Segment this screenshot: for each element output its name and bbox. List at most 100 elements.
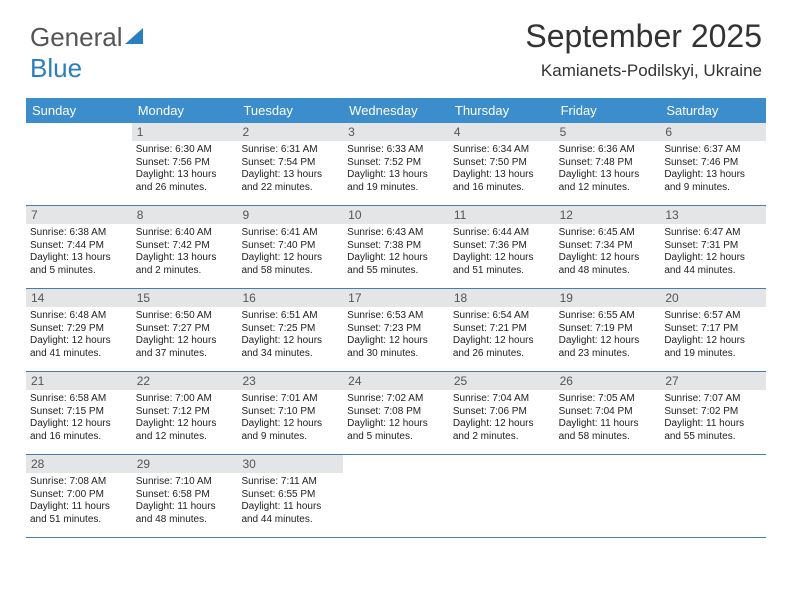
day-cell: 4Sunrise: 6:34 AMSunset: 7:50 PMDaylight… (449, 123, 555, 205)
day-number: 26 (555, 372, 661, 390)
day-number: 16 (237, 289, 343, 307)
day-number: 6 (660, 123, 766, 141)
day-cell: 14Sunrise: 6:48 AMSunset: 7:29 PMDayligh… (26, 289, 132, 371)
daylight-text: Daylight: 12 hours and 5 minutes. (347, 418, 445, 443)
location-label: Kamianets-Podilskyi, Ukraine (525, 61, 762, 81)
day-cell: 26Sunrise: 7:05 AMSunset: 7:04 PMDayligh… (555, 372, 661, 454)
day-header-mon: Monday (132, 98, 238, 123)
daylight-text: Daylight: 12 hours and 9 minutes. (241, 418, 339, 443)
day-number: 5 (555, 123, 661, 141)
day-number: 24 (343, 372, 449, 390)
day-cell: 19Sunrise: 6:55 AMSunset: 7:19 PMDayligh… (555, 289, 661, 371)
day-details: Sunrise: 6:45 AMSunset: 7:34 PMDaylight:… (559, 227, 657, 277)
sunset-text: Sunset: 6:55 PM (241, 489, 339, 502)
day-number: 12 (555, 206, 661, 224)
daylight-text: Daylight: 12 hours and 44 minutes. (664, 252, 762, 277)
brand-name-gray: General (30, 22, 123, 52)
day-number: 13 (660, 206, 766, 224)
day-cell: 10Sunrise: 6:43 AMSunset: 7:38 PMDayligh… (343, 206, 449, 288)
day-cell: 13 Sunrise: 6:47 AMSunset: 7:31 PMDayligh… (660, 206, 766, 288)
sunrise-text: Sunrise: 7:05 AM (559, 393, 657, 406)
day-number: 3 (343, 123, 449, 141)
sunset-text: Sunset: 7:46 PM (664, 157, 762, 170)
day-number: 22 (132, 372, 238, 390)
day-details: Sunrise: 6:44 AMSunset: 7:36 PMDaylight:… (453, 227, 551, 277)
daylight-text: Daylight: 13 hours and 22 minutes. (241, 169, 339, 194)
sunrise-text: Sunrise: 7:08 AM (30, 476, 128, 489)
day-details: Sunrise: 6:58 AMSunset: 7:15 PMDaylight:… (30, 393, 128, 443)
day-details: Sunrise: 6:51 AMSunset: 7:25 PMDaylight:… (241, 310, 339, 360)
sunset-text: Sunset: 7:38 PM (347, 240, 445, 253)
day-number: 11 (449, 206, 555, 224)
sunset-text: Sunset: 7:50 PM (453, 157, 551, 170)
daylight-text: Daylight: 12 hours and 34 minutes. (241, 335, 339, 360)
day-details: Sunrise: 6:30 AMSunset: 7:56 PMDaylight:… (136, 144, 234, 194)
day-details: Sunrise: 6:53 AMSunset: 7:23 PMDaylight:… (347, 310, 445, 360)
daylight-text: Daylight: 12 hours and 16 minutes. (30, 418, 128, 443)
daylight-text: Daylight: 12 hours and 55 minutes. (347, 252, 445, 277)
day-number: 23 (237, 372, 343, 390)
sunset-text: Sunset: 7:42 PM (136, 240, 234, 253)
sunset-text: Sunset: 7:56 PM (136, 157, 234, 170)
daylight-text: Daylight: 12 hours and 48 minutes. (559, 252, 657, 277)
title-block: September 2025 Kamianets-Podilskyi, Ukra… (525, 18, 762, 81)
sunrise-text: Sunrise: 6:41 AM (241, 227, 339, 240)
sunrise-text: Sunrise: 6:47 AM (664, 227, 762, 240)
daylight-text: Daylight: 12 hours and 37 minutes. (136, 335, 234, 360)
day-number: 30 (237, 455, 343, 473)
brand-logo: General Blue (30, 22, 143, 84)
day-details: Sunrise: 7:00 AMSunset: 7:12 PMDaylight:… (136, 393, 234, 443)
sunrise-text: Sunrise: 7:10 AM (136, 476, 234, 489)
sunrise-text: Sunrise: 6:40 AM (136, 227, 234, 240)
sunset-text: Sunset: 7:31 PM (664, 240, 762, 253)
sunrise-text: Sunrise: 6:58 AM (30, 393, 128, 406)
daylight-text: Daylight: 13 hours and 16 minutes. (453, 169, 551, 194)
day-cell (555, 455, 661, 537)
sunset-text: Sunset: 7:15 PM (30, 406, 128, 419)
sunrise-text: Sunrise: 6:30 AM (136, 144, 234, 157)
day-cell: 29Sunrise: 7:10 AMSunset: 6:58 PMDayligh… (132, 455, 238, 537)
day-cell: 21Sunrise: 6:58 AMSunset: 7:15 PMDayligh… (26, 372, 132, 454)
day-header-fri: Friday (555, 98, 661, 123)
day-details: Sunrise: 6:48 AMSunset: 7:29 PMDaylight:… (30, 310, 128, 360)
brand-name-blue: Blue (30, 53, 82, 83)
sunset-text: Sunset: 7:06 PM (453, 406, 551, 419)
sunrise-text: Sunrise: 6:34 AM (453, 144, 551, 157)
sunrise-text: Sunrise: 6:54 AM (453, 310, 551, 323)
sunset-text: Sunset: 7:34 PM (559, 240, 657, 253)
day-header-sat: Saturday (660, 98, 766, 123)
day-details: Sunrise: 7:04 AMSunset: 7:06 PMDaylight:… (453, 393, 551, 443)
sunrise-text: Sunrise: 6:31 AM (241, 144, 339, 157)
day-number: 19 (555, 289, 661, 307)
day-cell: 28Sunrise: 7:08 AMSunset: 7:00 PMDayligh… (26, 455, 132, 537)
day-cell: 12 Sunrise: 6:45 AMSunset: 7:34 PMDayligh… (555, 206, 661, 288)
day-cell: 20Sunrise: 6:57 AMSunset: 7:17 PMDayligh… (660, 289, 766, 371)
sunrise-text: Sunrise: 7:11 AM (241, 476, 339, 489)
day-number: 8 (132, 206, 238, 224)
day-cell: 11 Sunrise: 6:44 AMSunset: 7:36 PMDayligh… (449, 206, 555, 288)
day-details: Sunrise: 6:31 AMSunset: 7:54 PMDaylight:… (241, 144, 339, 194)
daylight-text: Daylight: 12 hours and 23 minutes. (559, 335, 657, 360)
day-details: Sunrise: 7:11 AMSunset: 6:55 PMDaylight:… (241, 476, 339, 526)
sunrise-text: Sunrise: 6:45 AM (559, 227, 657, 240)
sunrise-text: Sunrise: 6:51 AM (241, 310, 339, 323)
sunset-text: Sunset: 7:25 PM (241, 323, 339, 336)
sunset-text: Sunset: 7:08 PM (347, 406, 445, 419)
day-details: Sunrise: 6:50 AMSunset: 7:27 PMDaylight:… (136, 310, 234, 360)
day-header-sun: Sunday (26, 98, 132, 123)
daylight-text: Daylight: 12 hours and 19 minutes. (664, 335, 762, 360)
day-cell: 16 Sunrise: 6:51 AMSunset: 7:25 PMDayligh… (237, 289, 343, 371)
sunrise-text: Sunrise: 7:02 AM (347, 393, 445, 406)
daylight-text: Daylight: 12 hours and 51 minutes. (453, 252, 551, 277)
calendar: Sunday Monday Tuesday Wednesday Thursday… (26, 98, 766, 538)
day-cell (26, 123, 132, 205)
day-number: 27 (660, 372, 766, 390)
day-details: Sunrise: 6:54 AMSunset: 7:21 PMDaylight:… (453, 310, 551, 360)
sunset-text: Sunset: 7:52 PM (347, 157, 445, 170)
sunset-text: Sunset: 7:48 PM (559, 157, 657, 170)
sunset-text: Sunset: 7:27 PM (136, 323, 234, 336)
month-title: September 2025 (525, 18, 762, 55)
day-cell: 3Sunrise: 6:33 AMSunset: 7:52 PMDaylight… (343, 123, 449, 205)
daylight-text: Daylight: 13 hours and 12 minutes. (559, 169, 657, 194)
daylight-text: Daylight: 13 hours and 19 minutes. (347, 169, 445, 194)
